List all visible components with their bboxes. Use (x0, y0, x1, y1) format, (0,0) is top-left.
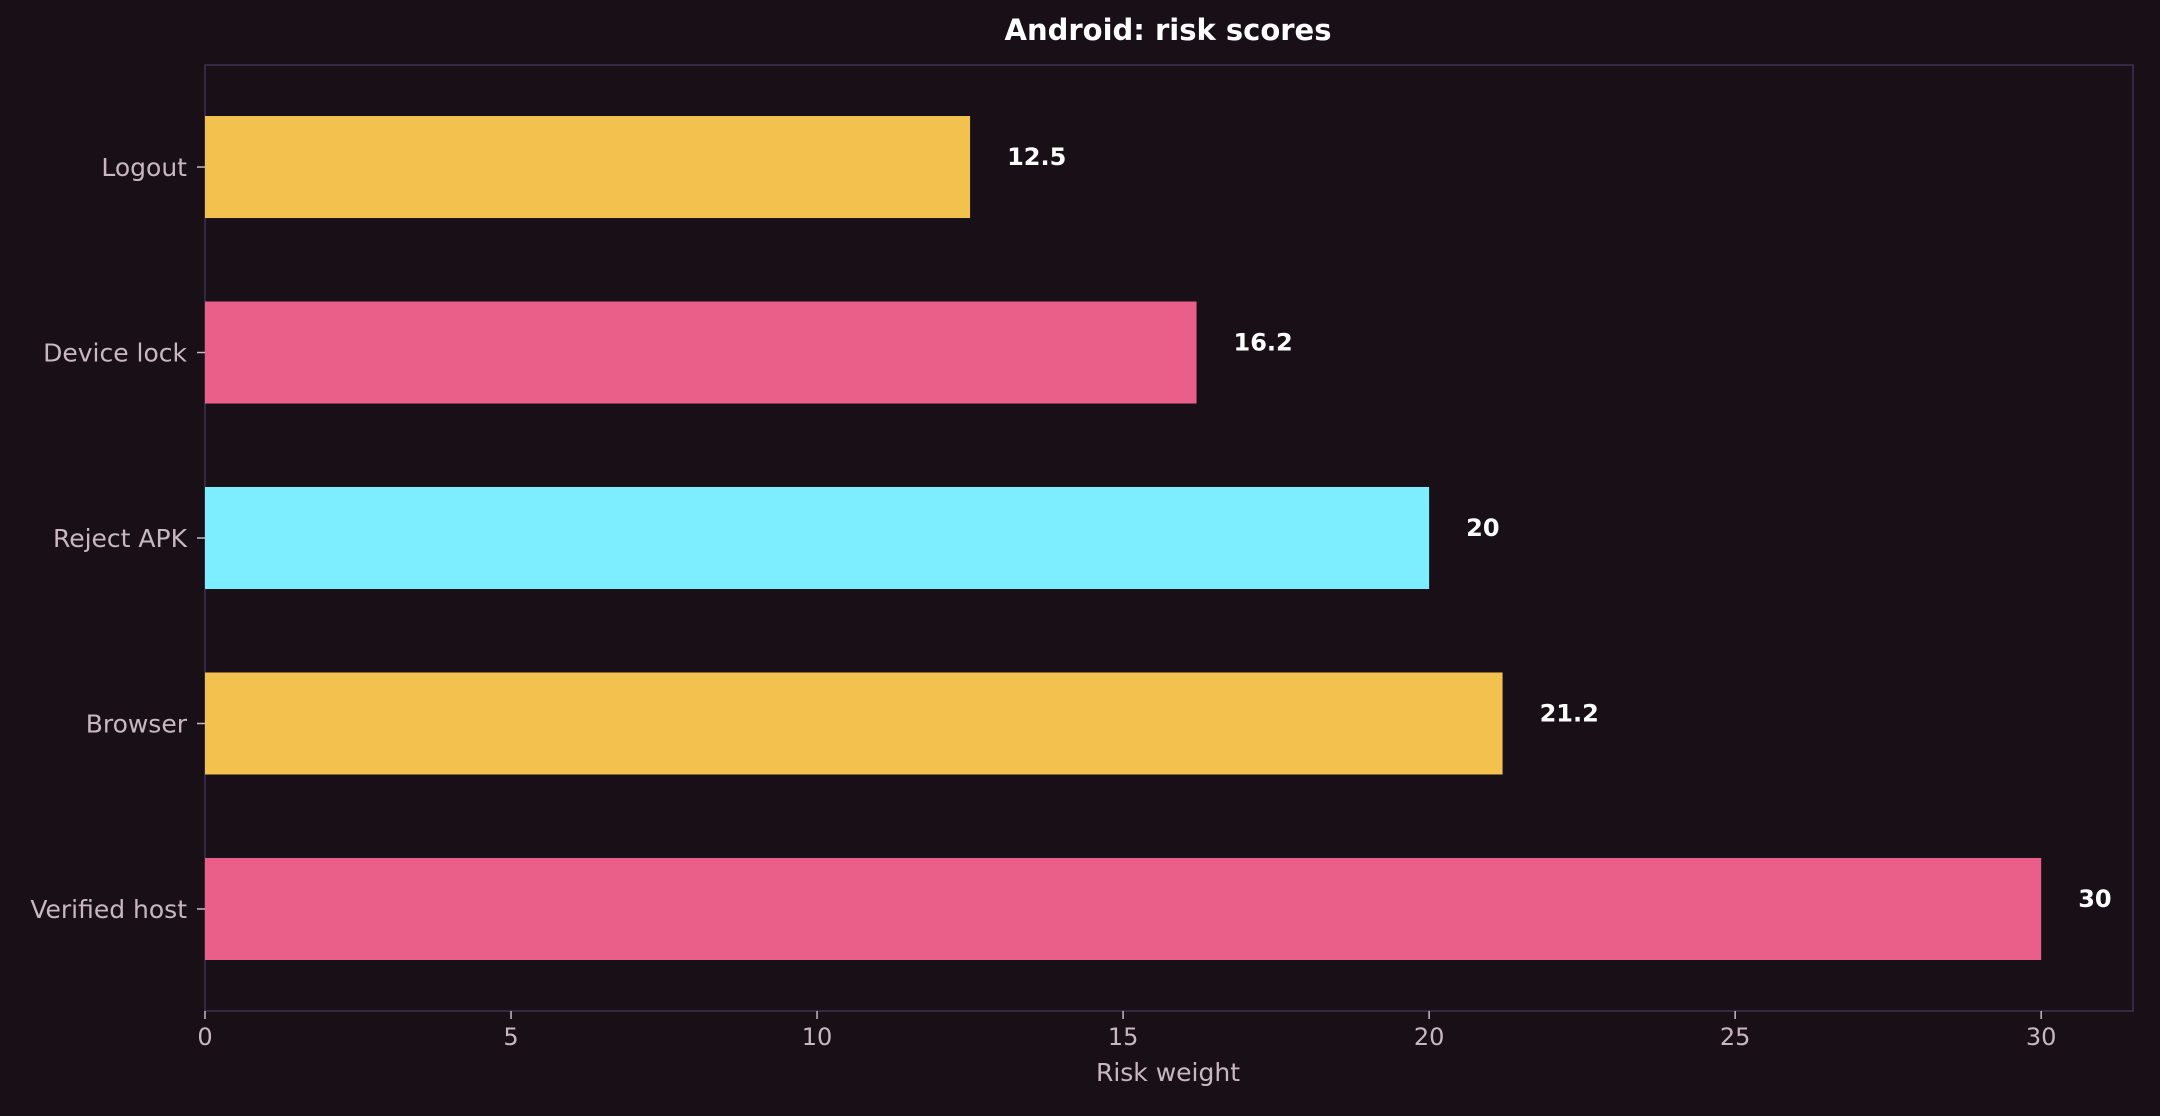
value-label: 30 (2078, 885, 2111, 913)
category-label: Logout (101, 153, 187, 182)
x-tick-label: 30 (2026, 1023, 2057, 1051)
bars-group (205, 116, 2042, 960)
bar-0 (205, 116, 971, 219)
x-tick-label: 25 (1720, 1023, 1751, 1051)
value-label: 20 (1466, 514, 1499, 542)
x-tick-label: 10 (802, 1023, 833, 1051)
x-axis-label: Risk weight (1096, 1058, 1240, 1087)
bar-1 (205, 301, 1197, 404)
value-label: 21.2 (1540, 699, 1599, 727)
value-labels: 12.5 16.2 20 21.2 30 (1007, 143, 2112, 913)
x-tick-label: 5 (503, 1023, 518, 1051)
category-label: Device lock (43, 339, 187, 368)
x-tick-label: 20 (1414, 1023, 1445, 1051)
x-tick-label: 15 (1108, 1023, 1139, 1051)
bar-4 (205, 857, 2042, 960)
category-label: Browser (86, 709, 188, 738)
bar-2 (205, 486, 1430, 590)
x-axis-ticks: 0 5 10 15 20 25 30 (197, 1011, 2056, 1051)
bar-3 (205, 672, 1503, 775)
category-label: Verified host (30, 895, 187, 924)
chart-title: Android: risk scores (1005, 13, 1332, 47)
value-label: 12.5 (1007, 143, 1066, 171)
category-labels: Logout Device lock Reject APK Browser Verifi… (30, 153, 205, 924)
value-label: 16.2 (1234, 329, 1293, 357)
category-label: Reject APK (53, 524, 188, 553)
x-tick-label: 0 (197, 1023, 212, 1051)
